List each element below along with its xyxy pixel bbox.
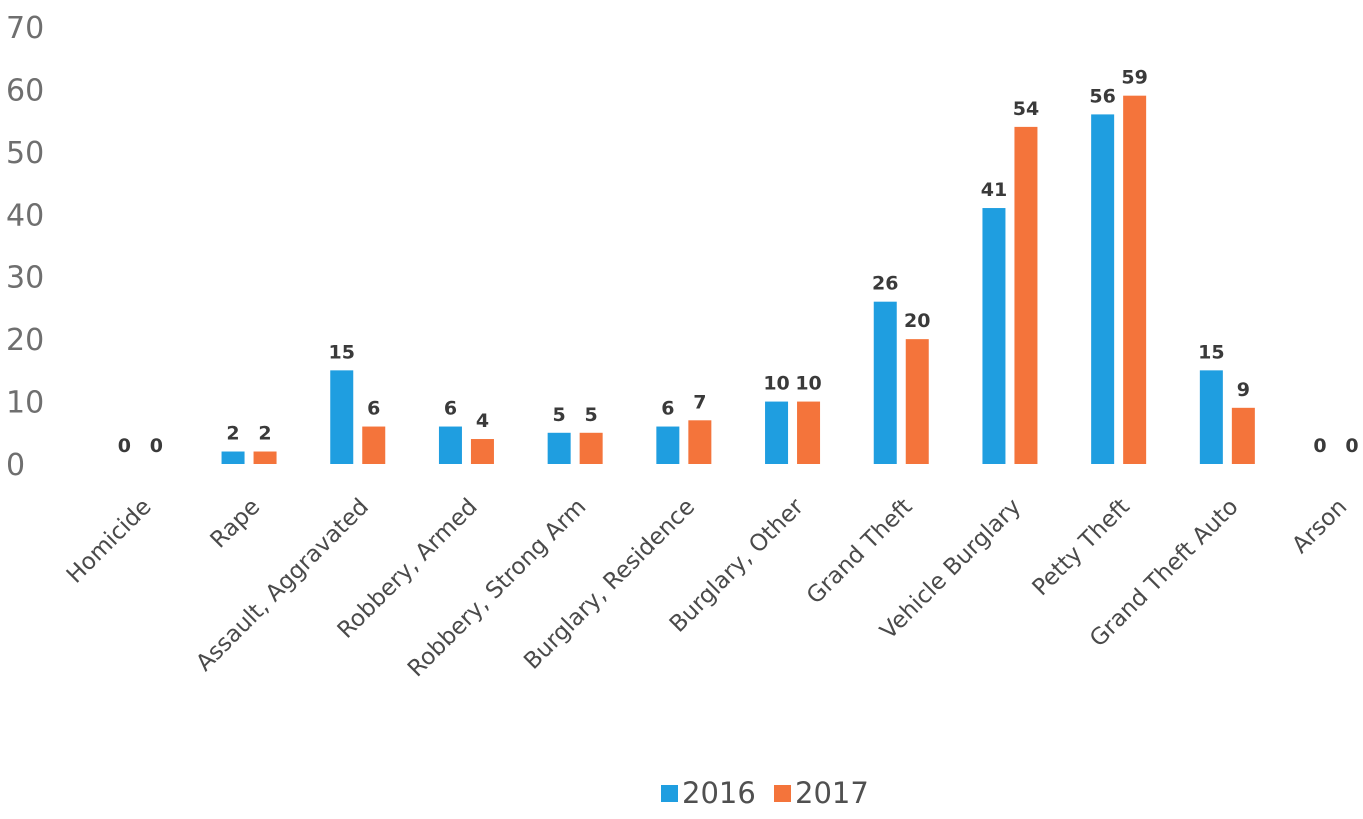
bar-2016 [656, 426, 680, 464]
legend-swatch-2016 [661, 785, 678, 802]
data-label-2017: 9 [1237, 379, 1250, 401]
data-label-2017: 0 [1345, 435, 1358, 457]
data-label-2016: 56 [1089, 85, 1115, 107]
data-label-2017: 2 [258, 423, 271, 445]
data-label-2016: 0 [118, 435, 131, 457]
bar-2017 [688, 420, 712, 464]
bar-2017 [362, 426, 386, 464]
bar-2016 [221, 451, 245, 464]
bar-2017 [1014, 126, 1038, 464]
bar-2016 [1199, 370, 1223, 464]
bar-2016 [330, 370, 354, 464]
data-label-2017: 7 [693, 391, 706, 413]
legend-swatch-2017 [774, 785, 791, 802]
data-label-2017: 54 [1013, 98, 1039, 120]
bar-2016 [547, 432, 571, 464]
data-label-2016: 5 [553, 404, 566, 426]
data-label-2017: 5 [585, 404, 598, 426]
category-label: Rape [206, 494, 266, 554]
data-label-2017: 4 [476, 410, 489, 432]
y-tick-label: 30 [6, 261, 44, 296]
data-label-2017: 59 [1121, 67, 1147, 89]
data-label-2017: 10 [795, 373, 821, 395]
data-label-2016: 26 [872, 273, 898, 295]
category-label: Arson [1287, 494, 1352, 559]
bar-2016 [982, 208, 1006, 464]
category-label: Robbery, Strong Arm [403, 494, 591, 682]
legend-label-2016: 2016 [682, 776, 756, 810]
bar-2017 [797, 401, 821, 464]
data-label-2016: 15 [1198, 341, 1224, 363]
category-label: Homicide [62, 494, 157, 589]
data-label-2016: 15 [329, 341, 355, 363]
y-tick-label: 0 [6, 448, 25, 483]
bar-2017 [253, 451, 277, 464]
bar-2017 [1231, 407, 1255, 464]
bar-2017 [579, 432, 603, 464]
data-label-2016: 10 [763, 373, 789, 395]
category-label: Grand Theft [802, 494, 918, 610]
plot-area [221, 95, 1255, 465]
bar-2016 [1091, 114, 1115, 465]
bar-2016 [873, 301, 897, 464]
y-tick-label: 70 [6, 11, 44, 46]
legend: 2016 2017 [661, 776, 869, 810]
bar-2017 [470, 439, 494, 464]
category-label: Petty Theft [1028, 494, 1135, 601]
bar-2016 [765, 401, 789, 464]
data-label-2016: 6 [444, 398, 457, 420]
y-tick-label: 50 [6, 136, 44, 171]
bar-2016 [438, 426, 462, 464]
data-label-2016: 0 [1313, 435, 1326, 457]
data-label-2017: 20 [904, 310, 930, 332]
legend-label-2017: 2017 [795, 776, 869, 810]
y-tick-label: 20 [6, 323, 44, 358]
data-label-2016: 41 [981, 179, 1007, 201]
data-label-2016: 6 [661, 398, 674, 420]
bar-2017 [905, 339, 929, 464]
data-label-2017: 0 [150, 435, 163, 457]
data-label-2016: 2 [226, 423, 239, 445]
y-axis: 0 10 20 30 40 50 60 70 [6, 11, 44, 483]
bar-2017 [1123, 95, 1147, 465]
y-tick-label: 10 [6, 386, 44, 421]
y-tick-label: 60 [6, 73, 44, 108]
y-tick-label: 40 [6, 198, 44, 233]
data-label-2017: 6 [367, 398, 380, 420]
